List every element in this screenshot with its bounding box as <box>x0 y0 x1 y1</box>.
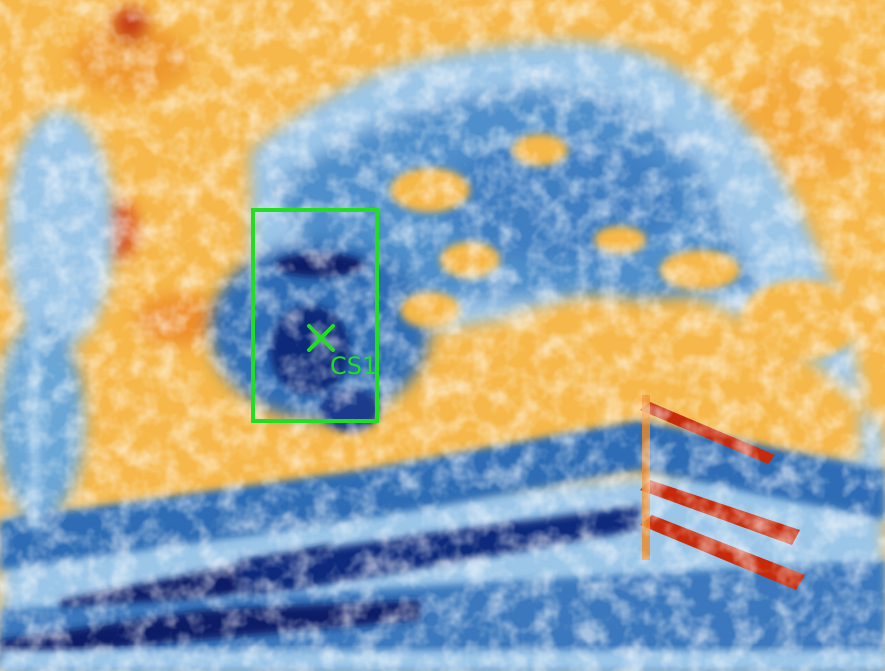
roi-annotation: CS1 <box>251 208 379 423</box>
marker-label: CS1 <box>330 352 377 380</box>
x-cross-marker-icon <box>307 324 335 352</box>
roi-rectangle <box>251 208 379 423</box>
